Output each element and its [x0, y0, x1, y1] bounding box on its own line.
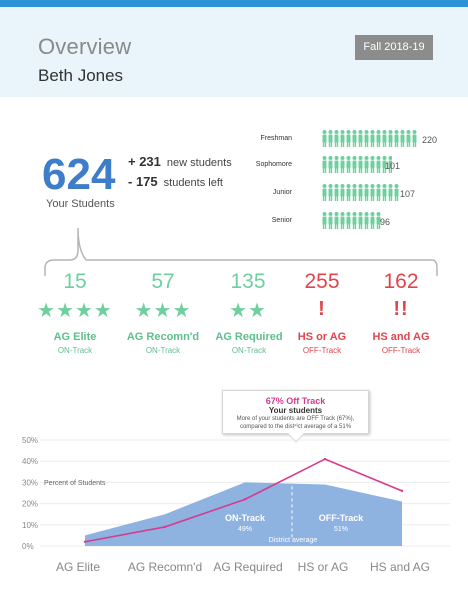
metric-value-ag-required: 135 [230, 270, 266, 293]
total-students-label: Your Students [46, 198, 115, 210]
track-chart: 0% 10% 20% 30% 40% 50% Percent of Students ON… [22, 436, 450, 551]
off-track-region-label: OFF-Track [319, 513, 365, 523]
metric-name: HS and AG [372, 331, 430, 343]
new-students-stat: + 231 new students [128, 154, 232, 169]
grade-label: Junior [272, 189, 292, 196]
off-track-percent: 51% [334, 526, 348, 533]
y-tick-label: 30% [22, 478, 38, 487]
star-rating-icon: ★★ [229, 300, 267, 322]
grade-label: Freshman [260, 135, 292, 142]
on-track-percent: 49% [238, 526, 252, 533]
page-title: Overview [38, 34, 132, 59]
alert-icon: ! [318, 298, 326, 320]
grade-count: 220 [422, 135, 438, 145]
double-alert-icon: !! [393, 298, 409, 320]
metric-status: OFF-Track [302, 346, 342, 355]
left-students-stat: - 175 students left [128, 174, 223, 189]
grade-label: Senior [271, 217, 292, 224]
y-tick-label: 20% [22, 500, 38, 509]
grade-count: 101 [385, 161, 401, 171]
new-students-value: + 231 [128, 154, 161, 169]
metric-status: ON-Track [145, 346, 181, 355]
y-tick-label: 0% [22, 542, 34, 551]
left-students-value: - 175 [128, 174, 158, 189]
new-students-label: new students [166, 157, 232, 169]
grade-count: 107 [400, 189, 416, 199]
student-name: Beth Jones [38, 66, 124, 85]
x-axis-label: HS or AG [297, 560, 349, 574]
star-rating-icon: ★★★ [134, 300, 192, 322]
line-point [243, 498, 247, 501]
x-axis-label: AG Required [213, 560, 283, 574]
callout-subtitle: Your students [268, 406, 323, 415]
x-axis-label: AG Elite [55, 560, 100, 574]
metric-name: HS or AG [297, 331, 347, 343]
people-icon-group [322, 184, 402, 204]
x-axis-label: AG Recomn'd [127, 560, 203, 574]
metric-status: ON-Track [231, 346, 267, 355]
metric-value-hs-and-ag: 162 [383, 270, 419, 293]
off-track-callout: 67% Off Track Your students More of your… [222, 390, 369, 443]
grade-row-sophomore: Sophomore 101 [250, 156, 450, 176]
total-students-count: 624 [42, 150, 116, 199]
metric-value-ag-recommended: 57 [151, 270, 175, 293]
on-track-region-label: ON-Track [225, 513, 266, 523]
metric-value-hs-or-ag: 255 [304, 270, 340, 293]
people-icon-group [322, 130, 417, 150]
callout-title: 67% Off Track [265, 396, 326, 406]
grade-row-junior: Junior 107 [250, 184, 450, 204]
y-tick-label: 10% [22, 521, 38, 530]
term-selector[interactable]: Fall 2018-19 [355, 35, 433, 60]
x-axis-label: HS and AG [369, 560, 431, 574]
district-area [85, 482, 402, 546]
left-students-label: students left [163, 177, 223, 189]
y-tick-label: 40% [22, 457, 38, 466]
y-axis-label: Percent of Students [44, 480, 106, 487]
grade-count: 96 [380, 217, 391, 227]
star-rating-icon: ★★★★ [37, 300, 113, 322]
district-average-label: District average [269, 537, 318, 544]
line-point [400, 489, 404, 493]
metrics-bracket [44, 227, 438, 276]
line-point [323, 457, 327, 461]
grade-row-senior: Senior 96 [250, 212, 450, 232]
metric-name: AG Recomn'd [126, 331, 200, 343]
metric-name: AG Required [215, 331, 283, 343]
people-icon-group [322, 156, 392, 176]
metric-status: ON-Track [57, 346, 93, 355]
grade-row-freshman: Freshman 220 [250, 130, 450, 150]
metric-value-ag-elite: 15 [63, 270, 87, 293]
line-point [163, 525, 167, 529]
top-accent-bar [0, 0, 468, 7]
metric-name: AG Elite [53, 331, 97, 343]
metric-status: OFF-Track [381, 346, 421, 355]
grade-label: Sophomore [255, 161, 292, 168]
callout-line: More of your students are OFF Track (67%… [236, 416, 355, 422]
y-tick-label: 50% [22, 436, 38, 445]
line-point [83, 540, 87, 543]
